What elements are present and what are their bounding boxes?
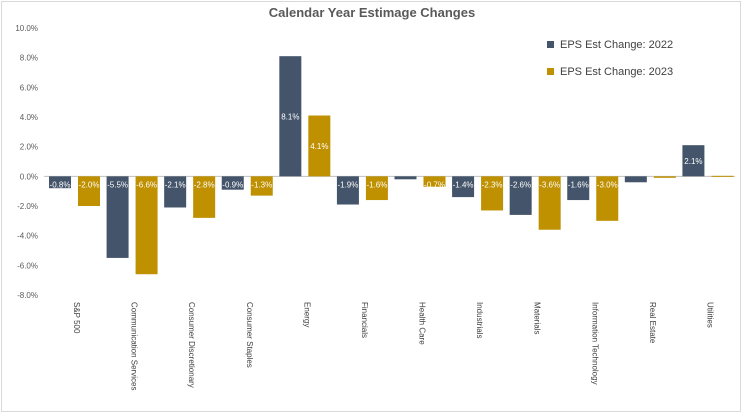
data-label: -0.7% (424, 180, 445, 189)
category-label: Information Technology (590, 302, 599, 385)
bar-2022 (567, 176, 590, 201)
bar-2023 (653, 176, 676, 178)
bar-2022 (624, 176, 647, 183)
data-label: -2.0% (79, 180, 100, 189)
bar-2023 (711, 175, 734, 177)
chart-title: Calendar Year Estimage Changes (268, 5, 476, 20)
data-label: -0.9% (222, 180, 243, 189)
y-tick-label: 8.0% (20, 54, 38, 63)
bars (49, 56, 734, 275)
bar-2023 (78, 176, 100, 206)
y-tick-label: -4.0% (17, 232, 38, 241)
data-label: -1.4% (453, 180, 474, 189)
category-label: S&P 500 (72, 302, 81, 334)
bar-2023 (250, 176, 273, 196)
bar-2022 (394, 176, 417, 180)
data-label: -1.3% (251, 180, 272, 189)
bar-2023 (481, 176, 504, 211)
data-label: -2.6% (510, 180, 531, 189)
legend-label: EPS Est Change: 2023 (560, 66, 673, 78)
category-label: Consumer Staples (245, 302, 254, 368)
category-label: Utilities (705, 302, 714, 328)
data-labels: -0.8% -2.0% -5.5% -6.6% -2.1% -2.8% -0.9% -1.3%… (50, 112, 703, 189)
bar-2023 (135, 176, 158, 275)
bar-2022 (336, 176, 359, 205)
bar-2022 (49, 176, 71, 189)
data-label: -1.9% (337, 180, 358, 189)
data-label: -1.6% (366, 180, 387, 189)
category-label: Real Estate (648, 302, 657, 344)
category-label: Health Care (418, 302, 427, 345)
data-label: -6.6% (136, 180, 157, 189)
bar-2022 (106, 176, 129, 258)
category-label: Industrials (475, 302, 484, 338)
y-tick-label: -8.0% (17, 291, 38, 300)
data-label: -1.6% (568, 180, 589, 189)
legend-swatch (547, 41, 554, 48)
bar-2023 (596, 176, 619, 221)
bar-2022 (279, 56, 302, 177)
data-label: 4.1% (310, 142, 328, 151)
data-label: -3.0% (597, 180, 618, 189)
category-label: Materials (533, 302, 542, 334)
bar-2023 (365, 176, 388, 201)
y-tick-label: 10.0% (15, 24, 38, 33)
bar-2023 (423, 176, 446, 187)
data-label: -2.8% (194, 180, 215, 189)
data-label: 8.1% (281, 112, 299, 121)
category-label: Communication Services (130, 302, 139, 390)
data-label: -5.5% (107, 180, 128, 189)
bar-2022 (452, 176, 475, 198)
data-label: -2.1% (165, 180, 186, 189)
category-labels: S&P 500 Communication Services Consumer Di… (72, 302, 714, 390)
category-label: Financials (360, 302, 369, 338)
data-label: -2.3% (482, 180, 503, 189)
legend-label: EPS Est Change: 2022 (560, 39, 673, 51)
bar-2022 (509, 176, 532, 215)
y-tick-label: 6.0% (20, 83, 38, 92)
bar-2022 (682, 145, 705, 177)
bar-2022 (221, 176, 244, 190)
y-axis: 10.0% 8.0% 6.0% 4.0% 2.0% 0.0% -2.0% -4.0% -6.0%… (15, 24, 735, 300)
legend: EPS Est Change: 2022 EPS Est Change: 2023 (547, 39, 673, 78)
bar-2023 (308, 115, 331, 177)
y-tick-label: -2.0% (17, 202, 38, 211)
y-tick-label: 2.0% (20, 143, 38, 152)
y-tick-label: -6.0% (17, 261, 38, 270)
bar-2023 (538, 176, 561, 230)
bar-2022 (164, 176, 187, 208)
category-label: Energy (302, 302, 311, 327)
data-label: 2.1% (684, 157, 702, 166)
data-label: -3.6% (539, 180, 560, 189)
y-tick-label: 4.0% (20, 113, 38, 122)
data-label: -0.8% (50, 180, 71, 189)
legend-swatch (547, 68, 554, 75)
bar-2023 (193, 176, 216, 218)
y-tick-label: 0.0% (20, 172, 38, 181)
category-label: Consumer Discretionary (187, 302, 196, 388)
